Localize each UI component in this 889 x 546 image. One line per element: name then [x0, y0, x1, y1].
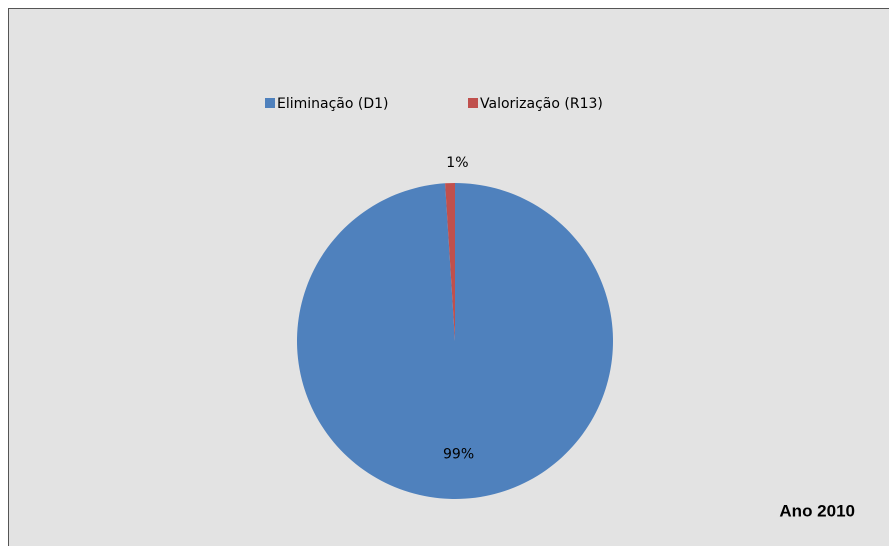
legend-swatch [468, 98, 478, 108]
legend-label: Valorização (R13) [480, 96, 603, 112]
legend-swatch [265, 98, 275, 108]
data-label: 1% [446, 155, 468, 171]
annotation: Ano 2010 [779, 501, 855, 520]
legend-label: Eliminação (D1) [277, 96, 389, 112]
pie-slice [445, 183, 455, 341]
data-label: 99% [443, 447, 474, 463]
pie-slice [297, 183, 614, 499]
